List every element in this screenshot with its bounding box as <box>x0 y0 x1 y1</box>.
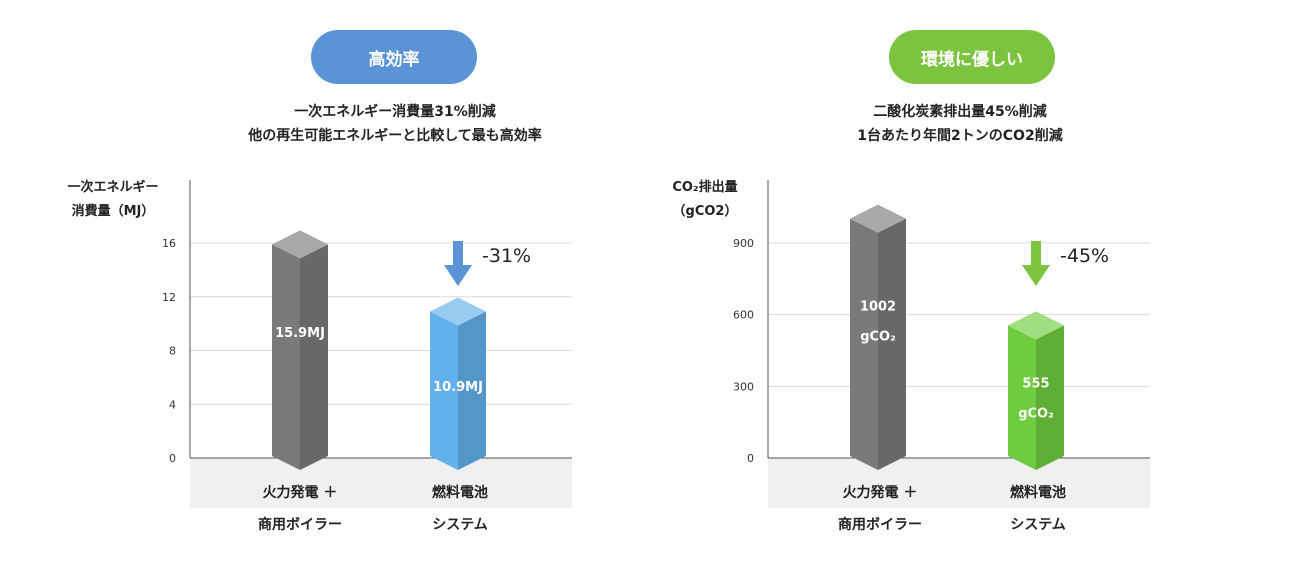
bar <box>1008 311 1064 470</box>
bar-top-face <box>430 297 486 326</box>
y-tick-label: 300 <box>733 380 754 393</box>
down-arrow-icon <box>444 241 472 286</box>
efficiency-panel: 高効率 一次エネルギー消費量31%削減 他の再生可能エネルギーと比較して最も高効… <box>40 30 640 540</box>
energy-bar-chart: 16 12 8 4 0 15.9MJ 10.9MJ <box>162 180 572 508</box>
subtitle-line: 他の再生可能エネルギーと比較して最も高効率 <box>248 128 542 144</box>
bar-left-face <box>1008 325 1036 470</box>
efficiency-subtitle: 一次エネルギー消費量31%削減 他の再生可能エネルギーと比較して最も高効率 <box>150 100 640 148</box>
bar-data-label: 1002 <box>860 299 896 314</box>
bar-data-label: 15.9MJ <box>275 326 325 341</box>
environment-panel: 環境に優しい 二酸化炭素排出量45%削減 1台あたり年間2トンのCO2削減 CO… <box>650 0 1300 587</box>
category-label: 燃料電池 <box>390 478 530 508</box>
bar <box>430 297 486 470</box>
bar-data-label: 555 <box>1022 377 1049 392</box>
bar-left-face <box>272 244 300 470</box>
bar-data-label: 10.9MJ <box>433 380 483 395</box>
co2-bar-chart: 900 600 300 0 1002 gCO₂ 555 gCO₂ <box>733 180 1150 508</box>
environment-subtitle: 二酸化炭素排出量45%削減 1台あたり年間2トンのCO2削減 <box>750 100 1170 148</box>
y-tick-label: 12 <box>162 291 176 304</box>
bar-left-face <box>850 218 878 470</box>
category-label-line: 燃料電池 <box>1010 485 1066 501</box>
y-tick-label: 0 <box>747 452 754 465</box>
subtitle-line: 一次エネルギー消費量31%削減 <box>294 104 496 120</box>
bar-right-face <box>458 311 486 470</box>
bar-left-face <box>430 311 458 470</box>
bar-right-face <box>1036 325 1064 470</box>
y-tick-label: 4 <box>169 398 176 411</box>
category-label: 火力発電 ＋ <box>230 478 370 508</box>
category-label-line: 火力発電 ＋ <box>262 485 338 501</box>
category-label-line: 商用ボイラー <box>258 517 342 533</box>
y-tick-label: 8 <box>169 345 176 358</box>
bar-data-label: gCO₂ <box>1018 407 1054 422</box>
bar-data-label: gCO₂ <box>860 329 896 344</box>
y-axis-label: CO₂排出量 （gCO2） <box>650 176 760 224</box>
y-axis-label-line: CO₂排出量 <box>672 180 738 195</box>
bar-top-face <box>272 230 328 259</box>
bar-top-face <box>1008 311 1064 340</box>
category-label: システム <box>968 510 1108 540</box>
y-axis-label-line: 一次エネルギー <box>67 180 159 195</box>
category-label-line: 燃料電池 <box>432 485 488 501</box>
environment-badge: 環境に優しい <box>889 30 1055 84</box>
y-tick-label: 16 <box>162 237 176 250</box>
bar-right-face <box>878 218 906 470</box>
category-label-line: 火力発電 ＋ <box>842 485 918 501</box>
y-axis-label-line: 消費量（MJ） <box>71 204 155 219</box>
bar <box>272 230 328 470</box>
y-axis-label: 一次エネルギー 消費量（MJ） <box>40 176 186 224</box>
subtitle-line: 二酸化炭素排出量45%削減 <box>873 104 1047 120</box>
category-label: 火力発電 ＋ <box>810 478 950 508</box>
subtitle-line: 1台あたり年間2トンのCO2削減 <box>857 128 1063 144</box>
y-tick-label: 0 <box>169 452 176 465</box>
bar-right-face <box>300 244 328 470</box>
reduction-annotation: -45% <box>1060 245 1110 267</box>
category-label: 燃料電池 <box>968 478 1108 508</box>
category-label: システム <box>390 510 530 540</box>
y-tick-label: 600 <box>733 309 754 322</box>
chart-floor <box>768 458 1150 508</box>
chart-floor <box>190 458 572 508</box>
bar-top-face <box>850 204 906 233</box>
reduction-annotation: -31% <box>482 245 532 267</box>
down-arrow-icon <box>1022 241 1050 286</box>
y-tick-label: 900 <box>733 237 754 250</box>
category-label-line: システム <box>432 517 488 533</box>
y-axis-label-line: （gCO2） <box>672 204 738 219</box>
category-label: 商用ボイラー <box>810 510 950 540</box>
category-label: 商用ボイラー <box>230 510 370 540</box>
efficiency-badge: 高効率 <box>311 30 477 84</box>
category-label-line: システム <box>1010 517 1066 533</box>
category-label-line: 商用ボイラー <box>838 517 922 533</box>
bar <box>850 204 906 470</box>
